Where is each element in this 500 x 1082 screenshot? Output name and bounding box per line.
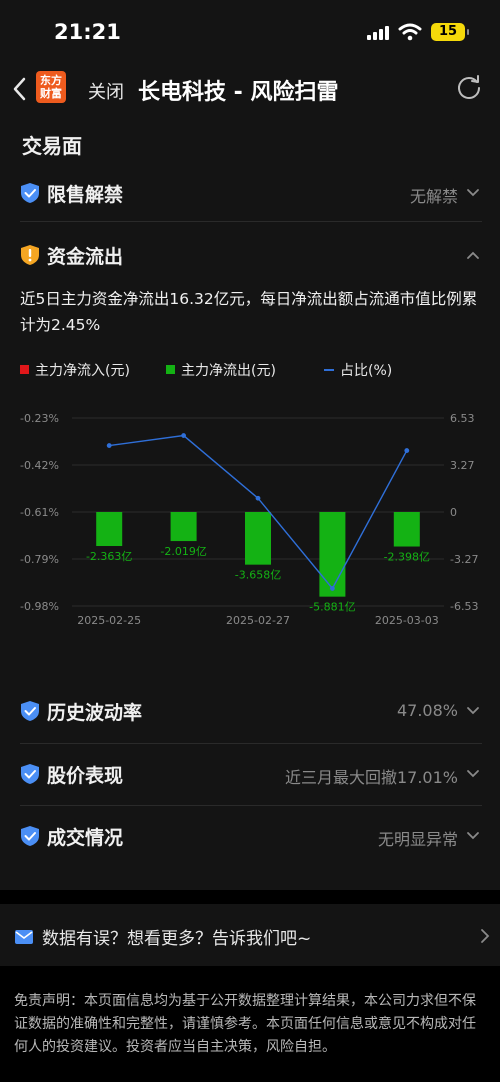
volume-row[interactable]: 成交情况 无明显异常	[20, 807, 482, 867]
wifi-icon	[398, 23, 422, 41]
x-axis-tick: 2025-02-25	[77, 614, 141, 627]
fund-flow-chart: -0.23% -0.42% -0.61% -0.79% -0.98% 6.53 3.27 0 -…	[20, 412, 478, 627]
risk-scan-card: 交易面 限售解禁 无解禁 资金流出 近5日主力资金净流出16.32亿元，每日净流…	[0, 116, 500, 890]
mail-icon	[15, 930, 33, 944]
feedback-bar[interactable]: 数据有误？想看更多？告诉我们吧~	[0, 904, 500, 966]
section-title: 交易面	[22, 134, 82, 158]
close-button[interactable]: 关闭	[88, 82, 124, 103]
bar-value-label: -2.363亿	[86, 550, 132, 563]
status-time: 21:21	[54, 20, 121, 44]
shield-warning-icon	[21, 245, 39, 265]
bar-value-label: -2.019亿	[160, 545, 206, 558]
chart-legend: 主力净流入(元) 主力净流出(元) 占比(%)	[20, 360, 480, 380]
fund-outflow-row[interactable]: 资金流出	[20, 226, 482, 286]
outflow-bar	[96, 512, 123, 547]
ratio-point	[404, 448, 410, 453]
left-axis-tick: -0.98%	[20, 600, 59, 613]
outflow-bar	[393, 512, 420, 547]
fund-outflow-description: 近5日主力资金净流出16.32亿元，每日净流出额占流通市值比例累计为2.45%	[20, 290, 478, 334]
chevron-down-icon	[467, 189, 479, 197]
unlock-label: 限售解禁	[47, 184, 124, 206]
ratio-point	[106, 443, 112, 448]
price-value: 近三月最大回撤17.01%	[284, 768, 458, 787]
outflow-bar	[170, 512, 197, 542]
left-axis-tick: -0.42%	[20, 459, 59, 472]
right-axis-tick: 3.27	[450, 459, 475, 472]
shield-check-icon	[21, 764, 39, 784]
price-row[interactable]: 股价表现 近三月最大回撤17.01%	[20, 745, 482, 805]
bar-value-label: -5.881亿	[309, 601, 355, 614]
volatility-row[interactable]: 历史波动率 47.08%	[20, 682, 482, 742]
app-logo: 东方财富	[36, 71, 66, 103]
bar-value-label: -2.398亿	[384, 551, 430, 564]
signal-icon	[367, 26, 391, 40]
legend-inflow: 主力净流入(元)	[20, 360, 130, 380]
shield-check-icon	[21, 701, 39, 721]
volume-label: 成交情况	[47, 827, 124, 849]
right-axis-tick: 0	[450, 506, 457, 519]
x-axis-tick: 2025-03-03	[375, 614, 439, 627]
page-title: 长电科技 - 风险扫雷	[138, 80, 339, 105]
outflow-bar	[245, 512, 271, 565]
right-axis-tick: -6.53	[450, 600, 478, 613]
chevron-right-icon	[481, 929, 490, 943]
chevron-up-icon	[467, 251, 479, 259]
disclaimer: 免责声明：本页面信息均为基于公开数据整理计算结果，本公司力求但不保证数据的准确性…	[14, 993, 476, 1055]
left-axis-tick: -0.79%	[20, 553, 59, 566]
right-axis-tick: 6.53	[450, 412, 475, 425]
price-label: 股价表现	[47, 765, 124, 787]
outflow-bar	[319, 512, 346, 597]
chevron-down-icon	[467, 770, 479, 778]
left-axis-tick: -0.23%	[20, 412, 59, 425]
right-axis-tick: -3.27	[450, 553, 478, 566]
ratio-point	[255, 495, 261, 501]
divider	[20, 743, 482, 744]
volume-value: 无明显异常	[377, 830, 458, 849]
legend-outflow: 主力净流出(元)	[166, 360, 276, 380]
legend-ratio: 占比(%)	[324, 360, 392, 380]
x-axis-tick: 2025-02-27	[226, 614, 290, 627]
volatility-value: 47.08%	[396, 701, 458, 720]
battery-icon: 15	[431, 23, 469, 41]
volatility-label: 历史波动率	[47, 702, 143, 724]
unlock-row[interactable]: 限售解禁 无解禁	[20, 164, 482, 224]
unlock-value: 无解禁	[409, 187, 458, 206]
chevron-down-icon	[467, 832, 479, 840]
ratio-point	[181, 433, 187, 438]
chevron-down-icon	[467, 707, 479, 715]
fund-outflow-label: 资金流出	[47, 246, 124, 268]
bar-value-label: -3.658亿	[235, 569, 281, 582]
feedback-text: 数据有误？想看更多？告诉我们吧~	[42, 929, 312, 949]
status-bar: 21:21 15	[0, 0, 500, 62]
ratio-point	[330, 586, 335, 591]
left-axis-tick: -0.61%	[20, 506, 59, 519]
back-icon[interactable]	[10, 76, 30, 102]
divider	[20, 221, 482, 222]
shield-check-icon	[21, 826, 39, 846]
shield-check-icon	[21, 183, 39, 203]
nav-bar: 东方财富 关闭 长电科技 - 风险扫雷	[0, 62, 500, 116]
refresh-icon[interactable]	[455, 74, 483, 102]
divider	[20, 805, 482, 806]
